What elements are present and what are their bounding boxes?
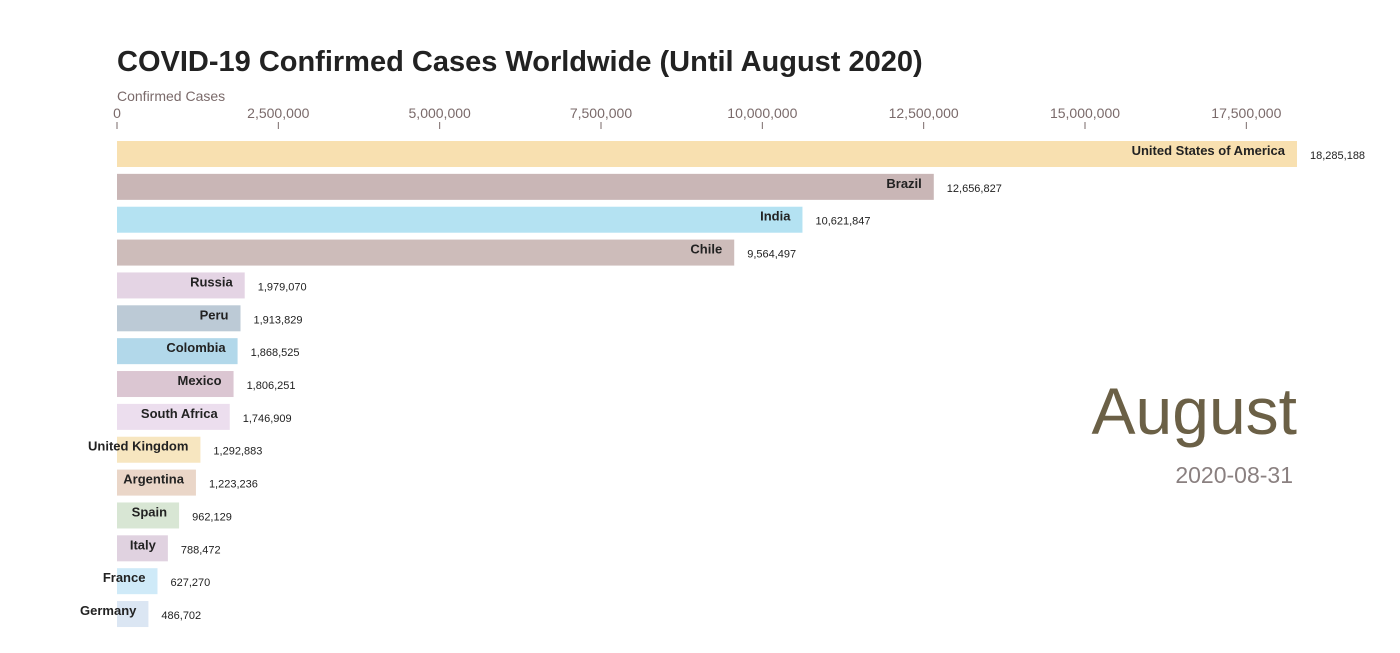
period-label: August [1092, 374, 1297, 448]
bar-value-label: 9,564,497 [747, 249, 796, 261]
bar-value-label: 12,656,827 [947, 183, 1002, 195]
bar [117, 371, 234, 398]
bar-value-label: 10,621,847 [815, 216, 870, 228]
bar [117, 141, 1297, 167]
bar-value-label: 1,913,829 [254, 314, 303, 326]
bar [117, 601, 149, 628]
bar [117, 535, 168, 562]
bar-category-label: United Kingdom [88, 439, 188, 454]
bar-category-label: Mexico [177, 373, 221, 388]
bar-value-label: 627,270 [170, 577, 210, 589]
x-tick-label: 5,000,000 [409, 105, 471, 121]
bar-value-label: 1,868,525 [251, 347, 300, 359]
date-label: 2020-08-31 [1175, 462, 1293, 488]
bar-value-label: 1,746,909 [243, 413, 292, 425]
bar-category-label: Italy [130, 537, 157, 552]
bar-category-label: Russia [190, 274, 233, 289]
bar-value-label: 18,285,188 [1310, 150, 1365, 162]
chart-title: COVID-19 Confirmed Cases Worldwide (Unti… [117, 46, 923, 78]
bar-category-label: Germany [80, 603, 137, 618]
bar-value-label: 1,979,070 [258, 281, 307, 293]
bar [117, 305, 241, 332]
bar-value-label: 1,223,236 [209, 479, 258, 491]
bar [117, 239, 735, 266]
bar-value-label: 962,129 [192, 511, 232, 523]
bar-category-label: Argentina [123, 472, 184, 487]
bar-category-label: Chile [690, 242, 722, 257]
x-axis: 0 2,500,000 5,000,000 7,500,000 10,000,000 12… [113, 105, 1282, 129]
x-tick-label: 12,500,000 [889, 105, 959, 121]
x-axis-label: Confirmed Cases [117, 88, 225, 104]
bar-value-label: 486,702 [161, 610, 201, 622]
bar-value-label: 788,472 [181, 544, 221, 556]
bar-category-label: Brazil [886, 176, 921, 191]
bar [117, 469, 196, 496]
bar [117, 403, 230, 430]
bar [117, 502, 180, 529]
bar [117, 272, 245, 299]
bar-category-label: France [103, 570, 146, 585]
x-tick-label: 15,000,000 [1050, 105, 1120, 121]
x-tick-label: 17,500,000 [1211, 105, 1281, 121]
bar-value-label: 1,292,883 [213, 446, 262, 458]
bar-category-label: Spain [132, 504, 167, 519]
bar-category-label: South Africa [141, 406, 219, 421]
bar [117, 436, 201, 463]
bars: United States of America 18,285,188 Brazil… [80, 141, 1365, 628]
x-tick-label: 2,500,000 [247, 105, 309, 121]
bar-category-label: Peru [200, 307, 229, 322]
x-tick-label: 10,000,000 [727, 105, 797, 121]
x-tick-label: 7,500,000 [570, 105, 632, 121]
bar [117, 206, 803, 233]
x-tick-label: 0 [113, 105, 121, 121]
bar-category-label: United States of America [1132, 143, 1286, 158]
bar [117, 173, 934, 200]
bar-category-label: India [760, 209, 791, 224]
bar [117, 338, 238, 365]
bar-category-label: Colombia [166, 340, 226, 355]
bar [117, 568, 158, 595]
bar-value-label: 1,806,251 [247, 380, 296, 392]
